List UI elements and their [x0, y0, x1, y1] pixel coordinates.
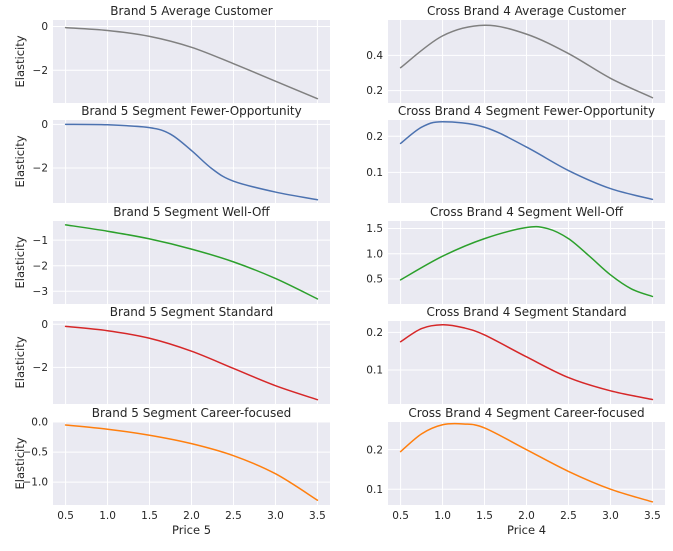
y-tick-label: 0.2	[366, 444, 383, 456]
chart-panel-6: 0 −2 Brand 5 Segment Standard Elasticity	[13, 305, 330, 404]
chart-panel-8: 0.0 −0.5 −1.0 0.5 1.0 1.5 2.0 2.5 3.0 3.5 Brand 5 …	[13, 406, 330, 537]
series-line	[64, 123, 319, 201]
y-tick-label: 1.0	[366, 248, 383, 260]
y-tick-label: 0.0	[31, 417, 48, 429]
y-tick-label: 0.1	[366, 365, 383, 377]
y-tick-label: −1.0	[23, 477, 49, 489]
y-tick-label: −0.5	[23, 447, 49, 459]
x-tick-label: 2.5	[225, 510, 242, 522]
y-axis-label: Elasticity	[13, 336, 27, 388]
series-line	[399, 324, 654, 401]
chart-panel-0: 0 −2 Brand 5 Average Customer Elasticity	[13, 4, 330, 103]
y-axis-label: Elasticity	[13, 135, 27, 187]
y-tick-label: 0.1	[366, 167, 383, 179]
x-tick-label: 0.5	[57, 510, 74, 522]
y-tick-label: 0.5	[366, 273, 383, 285]
x-axis-label: Price 4	[507, 523, 546, 537]
series-line	[399, 121, 654, 201]
x-tick-label: 2.0	[518, 510, 535, 522]
panel-title: Cross Brand 4 Segment Fewer-Opportunity	[398, 104, 655, 118]
panel-title: Cross Brand 4 Average Customer	[427, 4, 626, 18]
panel-title: Brand 5 Segment Career-focused	[92, 406, 292, 420]
x-tick-label: 1.0	[99, 510, 116, 522]
x-tick-label: 3.0	[602, 510, 619, 522]
series-line	[64, 424, 319, 501]
x-tick-label: 3.5	[309, 510, 326, 522]
y-tick-label: 0	[41, 21, 48, 33]
series-line	[399, 24, 654, 99]
y-tick-label: −2	[33, 65, 48, 77]
x-tick-label: 3.5	[644, 510, 661, 522]
y-axis-label: Elasticity	[13, 437, 27, 489]
y-tick-label: 0.2	[366, 131, 383, 143]
x-tick-label: 1.5	[141, 510, 158, 522]
panel-title: Brand 5 Average Customer	[110, 4, 272, 18]
x-axis-label: Price 5	[172, 523, 211, 537]
y-tick-label: 0.2	[366, 327, 383, 339]
panel-title: Brand 5 Segment Standard	[110, 305, 273, 319]
y-tick-label: −2	[33, 163, 48, 175]
panel-title: Cross Brand 4 Segment Well-Off	[430, 205, 624, 219]
panel-title: Cross Brand 4 Segment Career-focused	[408, 406, 644, 420]
y-axis-label: Elasticity	[13, 35, 27, 87]
x-tick-label: 3.0	[267, 510, 284, 522]
y-tick-label: 0	[41, 319, 48, 331]
series-line	[64, 224, 319, 300]
panel-title: Cross Brand 4 Segment Standard	[426, 305, 626, 319]
panel-title: Brand 5 Segment Fewer-Opportunity	[81, 104, 302, 118]
x-tick-label: 2.5	[560, 510, 577, 522]
chart-panel-3: 0.2 0.1 Cross Brand 4 Segment Fewer-Opport…	[366, 104, 665, 203]
y-tick-label: 1.5	[366, 223, 383, 235]
x-tick-label: 0.5	[392, 510, 409, 522]
chart-panel-1: 0.4 0.2 Cross Brand 4 Average Customer	[366, 4, 665, 103]
y-tick-label: −2	[33, 362, 48, 374]
series-line	[399, 225, 654, 298]
y-tick-label: 0.1	[366, 484, 383, 496]
y-tick-label: −1	[33, 235, 48, 247]
chart-panel-2: 0 −2 Brand 5 Segment Fewer-Opportunity Elas…	[13, 104, 330, 203]
y-tick-label: −3	[33, 286, 48, 298]
chart-panel-7: 0.2 0.1 Cross Brand 4 Segment Standard	[366, 305, 665, 404]
y-tick-label: 0	[41, 119, 48, 131]
chart-panel-4: −1 −2 −3 Brand 5 Segment Well-Off Elasticity	[13, 205, 330, 304]
panel-title: Brand 5 Segment Well-Off	[113, 205, 270, 219]
x-tick-label: 2.0	[183, 510, 200, 522]
chart-panel-9: 0.2 0.1 0.5 1.0 1.5 2.0 2.5 3.0 3.5 Cross Brand 4…	[366, 406, 665, 537]
series-line	[399, 422, 654, 503]
series-line	[64, 325, 319, 401]
y-tick-label: −2	[33, 260, 48, 272]
y-tick-label: 0.4	[366, 50, 383, 62]
x-tick-label: 1.5	[476, 510, 493, 522]
y-axis-label: Elasticity	[13, 236, 27, 288]
y-tick-label: 0.2	[366, 85, 383, 97]
x-tick-label: 1.0	[434, 510, 451, 522]
chart-panel-5: 1.5 1.0 0.5 Cross Brand 4 Segment Well-Off	[366, 205, 665, 304]
series-line	[64, 26, 319, 100]
